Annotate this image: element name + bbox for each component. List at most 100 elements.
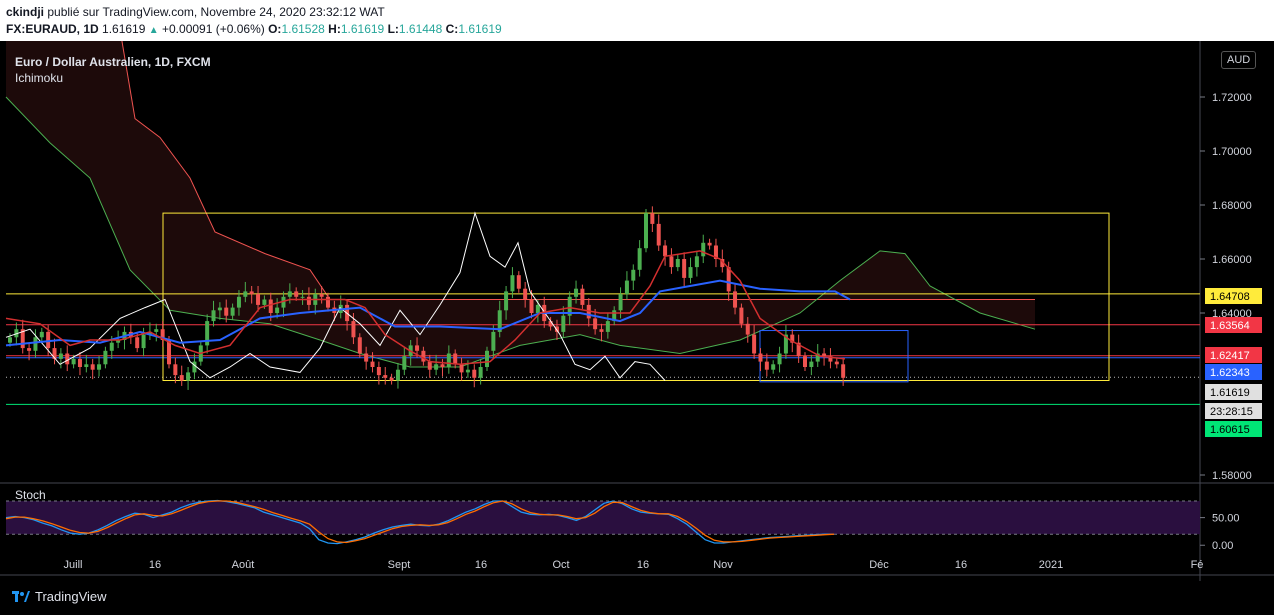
candle-body xyxy=(211,310,216,322)
candle-body xyxy=(167,340,171,365)
tradingview-brand[interactable]: TradingView xyxy=(12,589,107,604)
candle-body xyxy=(306,296,311,305)
indicator-name[interactable]: Ichimoku xyxy=(15,71,64,85)
candle-body xyxy=(236,296,241,308)
candle-body xyxy=(453,353,458,365)
candle-body xyxy=(326,296,330,308)
candle-body xyxy=(815,353,820,362)
y-tick-label: 1.58000 xyxy=(1212,470,1252,482)
candle-body xyxy=(71,358,76,365)
candle-body xyxy=(39,331,44,338)
price-label-1: 1.63564 xyxy=(1210,320,1250,332)
candle-body xyxy=(694,256,699,268)
price-label-3: 1.62343 xyxy=(1210,367,1250,379)
candle-body xyxy=(713,245,718,259)
x-tick-label: Sept xyxy=(388,559,411,571)
candle-body xyxy=(612,310,617,322)
candle-body xyxy=(478,367,483,378)
candle-body xyxy=(796,342,801,357)
candle-body xyxy=(402,356,407,370)
candle-body xyxy=(97,364,102,370)
chikou-span-line xyxy=(5,211,666,381)
candle-body xyxy=(415,345,420,351)
candle-body xyxy=(523,288,528,300)
candle-body xyxy=(160,329,165,340)
close-label: C: xyxy=(445,22,459,36)
candle-body xyxy=(682,259,687,278)
candle-body xyxy=(357,337,362,354)
x-tick-label: 16 xyxy=(475,559,487,571)
candle-body xyxy=(548,321,553,327)
candle-body xyxy=(485,350,489,367)
author-name[interactable]: ckindji xyxy=(6,5,45,19)
candle-body xyxy=(472,369,477,378)
candle-body xyxy=(726,267,731,292)
x-tick-label: 16 xyxy=(637,559,649,571)
price-label-2: 1.62417 xyxy=(1210,350,1250,362)
candle-body xyxy=(179,375,184,381)
candle-body xyxy=(688,267,693,278)
footer xyxy=(0,581,1274,615)
candle-body xyxy=(370,361,375,367)
candle-body xyxy=(109,342,114,351)
y-tick-label: 1.66000 xyxy=(1212,254,1252,266)
candle-body xyxy=(192,361,197,373)
ohlc-line: FX:EURAUD, 1D 1.61619 ▲ +0.00091 (+0.06%… xyxy=(6,22,502,36)
price-label-bg-4 xyxy=(1205,384,1262,400)
candle-body xyxy=(135,337,140,349)
candle-body xyxy=(141,334,146,349)
candle-body xyxy=(574,288,579,297)
candle-body xyxy=(294,291,299,297)
candle-body xyxy=(243,291,248,297)
candle-body xyxy=(58,353,63,359)
price-label-4: 1.61619 xyxy=(1210,387,1250,399)
symbol-label: FX:EURAUD, 1D xyxy=(6,22,99,36)
candle-body xyxy=(287,291,292,297)
candle-body xyxy=(529,299,534,313)
currency-button[interactable]: AUD xyxy=(1221,51,1257,69)
candle-body xyxy=(745,323,750,335)
x-tick-label: Fé xyxy=(1191,559,1204,571)
candle-body xyxy=(637,248,642,270)
kijun-sen-line xyxy=(5,279,851,347)
candle-body xyxy=(154,329,159,332)
candle-body xyxy=(593,318,598,330)
price-chart[interactable]: 1.720001.700001.680001.660001.640001.580… xyxy=(0,41,1274,581)
candle-body xyxy=(783,334,788,354)
candle-body xyxy=(650,213,655,224)
candle-body xyxy=(434,364,439,370)
candle-body xyxy=(52,348,57,359)
stoch-label[interactable]: Stoch xyxy=(15,488,46,502)
candle-body xyxy=(758,353,763,362)
price-change: +0.00091 (+0.06%) xyxy=(162,22,265,36)
candle-body xyxy=(491,331,496,351)
stoch-tick-label: 50.00 xyxy=(1212,513,1240,525)
price-label-0: 1.64708 xyxy=(1210,291,1250,303)
candle-body xyxy=(262,299,267,305)
candle-body xyxy=(173,364,178,376)
candle-body xyxy=(459,364,464,373)
y-tick-label: 1.72000 xyxy=(1212,92,1252,104)
candle-body xyxy=(440,364,445,367)
candle-body xyxy=(624,280,629,295)
candle-body xyxy=(281,296,286,308)
candle-body xyxy=(841,364,846,378)
candle-body xyxy=(822,353,827,357)
price-label-bg-3 xyxy=(1205,364,1262,380)
candle-body xyxy=(421,350,426,362)
range-box xyxy=(162,212,1110,381)
price-label-bg-2 xyxy=(1205,347,1262,363)
x-tick-label: 16 xyxy=(149,559,161,571)
price-label-6: 1.60615 xyxy=(1210,424,1250,436)
candle-body xyxy=(739,307,744,324)
candle-body xyxy=(77,358,82,367)
candle-body xyxy=(205,321,210,346)
price-label-bg-0 xyxy=(1205,288,1262,304)
x-tick-label: Oct xyxy=(552,559,569,571)
candle-body xyxy=(663,245,668,257)
candle-body xyxy=(395,369,400,381)
high-value: 1.61619 xyxy=(340,22,385,36)
candle-body xyxy=(535,304,540,313)
candle-body xyxy=(669,256,674,268)
candle-body xyxy=(389,377,394,381)
